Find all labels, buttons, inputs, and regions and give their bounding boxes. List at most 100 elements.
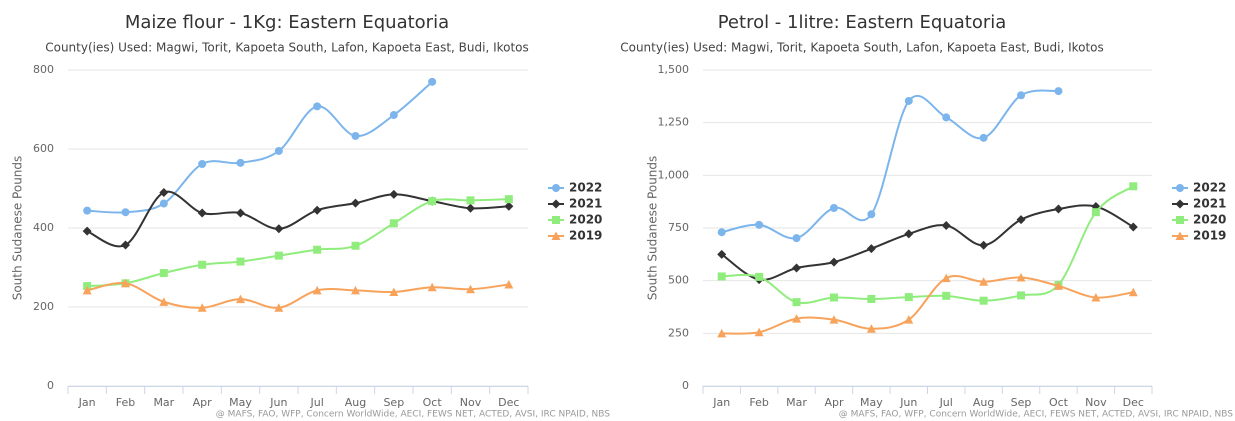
marker (904, 96, 913, 105)
x-tick-label: Apr (193, 396, 213, 409)
marker (755, 220, 764, 229)
x-tick-label: Jul (939, 396, 953, 409)
marker (198, 260, 207, 269)
marker (466, 284, 475, 294)
x-tick-label: Jan (78, 396, 96, 409)
marker (1091, 293, 1101, 302)
x-tick-label: Jan (712, 396, 730, 409)
y-tick-label: 500 (668, 274, 689, 287)
marker (121, 208, 130, 217)
marker (389, 219, 398, 228)
marker (829, 203, 838, 212)
marker (351, 198, 360, 208)
marker (942, 113, 951, 122)
x-tick-label: Jun (269, 396, 287, 409)
marker (1016, 215, 1026, 225)
y-tick-label: 400 (33, 221, 54, 234)
marker (236, 158, 245, 167)
marker (159, 269, 168, 278)
marker (274, 224, 284, 234)
y-tick-label: 250 (668, 326, 689, 339)
marker (197, 303, 207, 312)
legend-label: 2021 (569, 197, 602, 211)
legend-label: 2022 (1193, 181, 1226, 195)
marker (1128, 222, 1138, 232)
marker (942, 291, 951, 300)
marker (792, 234, 801, 243)
marker (866, 244, 876, 254)
marker (82, 226, 92, 236)
marker (351, 131, 360, 140)
x-tick-label: Sep (1011, 396, 1032, 409)
marker (389, 111, 398, 120)
marker (941, 220, 951, 230)
marker (867, 294, 876, 303)
x-tick-label: Dec (498, 396, 519, 409)
marker (979, 277, 989, 286)
y-tick-label: 0 (47, 379, 54, 392)
y-axis-title: South Sudanese Pounds (646, 156, 660, 301)
marker (867, 210, 876, 219)
y-tick-label: 200 (33, 300, 54, 313)
marker (717, 228, 726, 237)
marker (274, 251, 283, 260)
marker (159, 187, 169, 197)
x-tick-label: Oct (423, 396, 443, 409)
marker (1017, 291, 1026, 300)
y-tick-label: 1,250 (658, 116, 690, 129)
marker (197, 208, 207, 218)
legend-label: 2020 (569, 213, 602, 227)
legend-marker (1175, 231, 1185, 240)
x-tick-label: Mar (153, 396, 174, 409)
chart-title: Petrol - 1litre: Eastern Equatoria (718, 12, 1007, 33)
marker (904, 315, 914, 324)
marker (754, 327, 764, 337)
marker (312, 285, 322, 295)
series-line (721, 185, 1134, 304)
marker (274, 146, 283, 155)
series-line (721, 204, 1134, 281)
legend-marker (1176, 184, 1184, 192)
x-tick-label: Mar (786, 396, 807, 409)
legend-label: 2022 (569, 181, 602, 195)
chart-subtitle: County(ies) Used: Magwi, Torit, Kapoeta … (45, 41, 529, 55)
marker (717, 249, 727, 259)
x-tick-label: Dec (1123, 396, 1144, 409)
marker (351, 241, 360, 250)
x-tick-label: May (229, 396, 252, 409)
marker (829, 293, 838, 302)
marker (466, 196, 475, 205)
marker (1091, 208, 1100, 217)
chart-subtitle: County(ies) Used: Magwi, Torit, Kapoeta … (620, 41, 1104, 55)
marker (121, 240, 130, 250)
marker (1054, 87, 1063, 96)
series-line (87, 198, 509, 288)
marker (792, 263, 802, 273)
marker (504, 201, 514, 211)
marker (829, 315, 839, 324)
marker (717, 328, 727, 338)
marker (121, 278, 130, 288)
marker (904, 229, 914, 239)
marker (236, 257, 245, 266)
credits: @ MAFS, FAO, WFP, Concern WorldWide, AEC… (216, 410, 610, 420)
marker (389, 287, 399, 296)
marker (159, 199, 168, 208)
x-tick-label: Feb (749, 396, 768, 409)
marker (427, 282, 437, 292)
marker (313, 245, 322, 254)
series-line (87, 81, 433, 214)
marker (1017, 91, 1026, 100)
marker (274, 303, 284, 312)
marker (428, 77, 437, 86)
marker (466, 203, 475, 213)
marker (389, 189, 399, 199)
marker (717, 272, 726, 281)
marker (979, 296, 988, 305)
marker (236, 208, 245, 218)
marker (504, 279, 514, 289)
x-tick-label: Feb (116, 396, 135, 409)
marker (1129, 182, 1138, 191)
legend-marker (552, 184, 560, 192)
